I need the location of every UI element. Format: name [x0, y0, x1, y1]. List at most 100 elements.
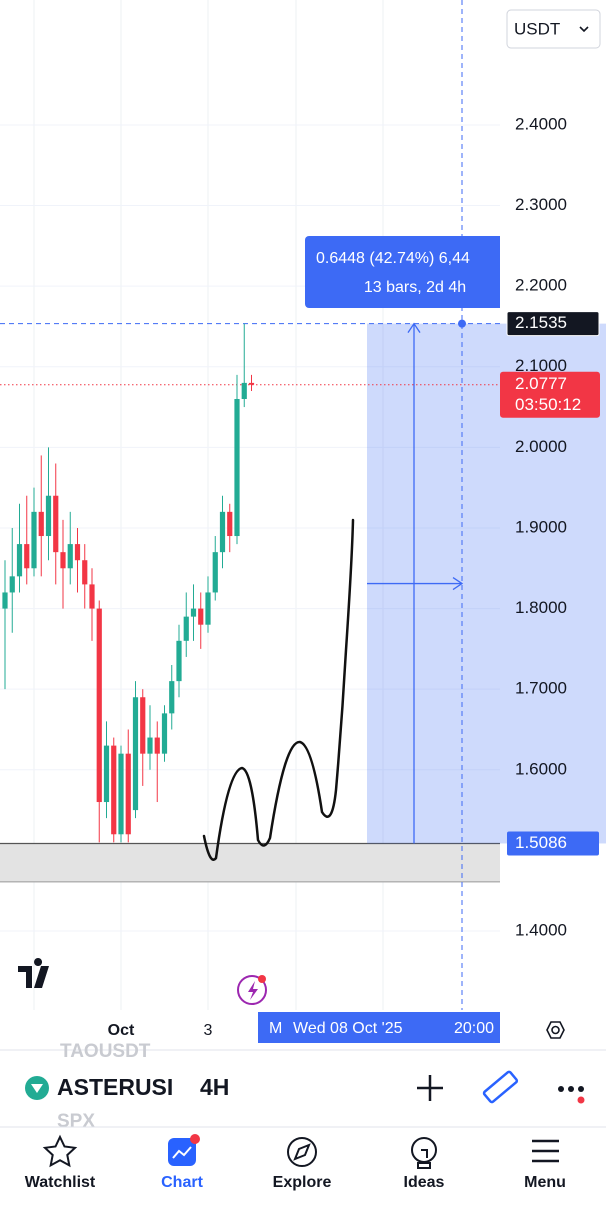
candle-body — [248, 382, 255, 385]
candle-body — [67, 544, 73, 569]
last-price-tag — [500, 371, 600, 418]
arrow-head — [452, 577, 464, 591]
candle-body — [103, 745, 110, 803]
freehand-drawing — [202, 518, 355, 861]
y-tick-label: 1.8000 — [515, 598, 567, 617]
badge — [258, 975, 266, 983]
candle-body — [183, 616, 189, 641]
candle-body — [190, 608, 197, 617]
logo — [18, 958, 49, 988]
price-tag-label: 2.1535 — [515, 313, 567, 332]
candle-body — [241, 382, 247, 400]
ghost-symbol: TAOUSDT — [60, 1041, 151, 1062]
candle-body — [147, 737, 153, 754]
dot[interactable] — [558, 1086, 564, 1092]
nav-label[interactable]: Menu — [524, 1174, 566, 1191]
y-tick-label: 2.4000 — [515, 114, 567, 133]
price-tag — [507, 831, 599, 856]
crosshair-prefix: M — [269, 1020, 282, 1037]
currency-label: USDT — [514, 19, 560, 38]
compass — [293, 1143, 311, 1161]
last-price-label: 2.0777 — [515, 374, 567, 393]
lightning — [248, 981, 258, 1000]
candle-body — [38, 511, 44, 537]
ghost-symbol: SPX — [57, 1111, 95, 1132]
candle-body — [234, 399, 240, 537]
bulb — [417, 1149, 431, 1169]
measure-sublabel: 13 bars, 2d 4h — [364, 279, 466, 296]
candle-body — [227, 511, 233, 537]
candle-body — [89, 584, 95, 609]
candle-body — [74, 544, 81, 561]
candle-body — [24, 544, 30, 569]
countdown: 03:50:12 — [515, 395, 581, 414]
add-button[interactable] — [417, 1075, 443, 1101]
candle-body — [212, 552, 218, 593]
candle-body — [16, 544, 23, 577]
candle-body — [31, 511, 37, 569]
settings-icon[interactable] — [546, 1021, 565, 1039]
chart-icon-line — [172, 1146, 192, 1159]
candle-body — [140, 697, 146, 754]
y-tick-label: 1.4000 — [515, 920, 567, 939]
y-tick-label: 2.2000 — [515, 276, 567, 295]
crosshair-date: Wed 08 Oct '25 — [293, 1020, 403, 1037]
y-tick-label: 2.3000 — [515, 195, 567, 214]
menu-icon[interactable] — [532, 1139, 559, 1163]
y-tick-label: 1.9000 — [515, 517, 567, 536]
candle-body — [96, 608, 102, 803]
price-tag-label: 1.5086 — [515, 833, 567, 852]
candle-body — [125, 753, 131, 835]
badge — [190, 1134, 200, 1144]
candle-body — [161, 713, 168, 754]
candle-body — [176, 640, 182, 682]
nav-label[interactable]: Explore — [273, 1174, 332, 1191]
candle-body — [198, 608, 204, 625]
candle-body — [132, 697, 139, 811]
chart-icon[interactable] — [168, 1138, 196, 1166]
candle-body — [205, 592, 211, 625]
currency-select[interactable] — [506, 9, 601, 49]
y-tick-label: 2.1000 — [515, 356, 567, 375]
symbol-logo-mark — [31, 1084, 43, 1093]
lightning-icon[interactable] — [237, 975, 267, 1005]
crosshair-dot — [458, 319, 466, 328]
nav-label[interactable]: Watchlist — [25, 1174, 96, 1191]
price-axis: 2.4000 2.3000 2.2000 2.1000 2.0000 1.9000 1.80… — [108, 0, 606, 1043]
ruler-button[interactable] — [482, 1070, 519, 1104]
candle-body — [60, 552, 66, 569]
nav-label[interactable]: Chart — [161, 1174, 203, 1191]
y-tick-label: 1.7000 — [515, 679, 567, 698]
candle-body — [2, 592, 8, 609]
candle-body — [118, 753, 124, 835]
plot-area: 0.6448 (42.74%) 6,44 13 bars, 2d 4h — [0, 0, 500, 1010]
dot — [568, 1086, 574, 1092]
candle-body — [45, 495, 52, 537]
candle-body — [219, 511, 226, 553]
measure-callout — [305, 236, 500, 308]
candle-body — [82, 560, 88, 585]
crosshair-time-tag — [258, 1012, 500, 1043]
ui: USDT TAOUSDT SPX ASTERUSI 4H Watchlist C… — [0, 9, 606, 1191]
y-tick-label: 2.0000 — [515, 437, 567, 456]
badge — [577, 1096, 585, 1104]
crosshair-time: 20:00 — [454, 1020, 494, 1037]
ruler — [482, 1070, 519, 1104]
price-tag — [506, 311, 600, 337]
candle-body — [111, 745, 117, 835]
symbol[interactable]: ASTERUSI — [57, 1074, 173, 1100]
support-zone — [0, 843, 500, 882]
nav-label[interactable]: Ideas — [404, 1174, 445, 1191]
watchlist-icon[interactable] — [42, 1134, 78, 1168]
interval[interactable]: 4H — [200, 1074, 229, 1100]
candle-body — [169, 681, 175, 714]
candle-body — [154, 737, 160, 754]
candle-body — [53, 495, 59, 553]
chevron — [579, 26, 589, 33]
explore-icon[interactable] — [287, 1137, 317, 1167]
y-tick-label: 1.6000 — [515, 759, 567, 778]
settings-dot — [551, 1025, 560, 1035]
candle-body — [9, 576, 15, 593]
